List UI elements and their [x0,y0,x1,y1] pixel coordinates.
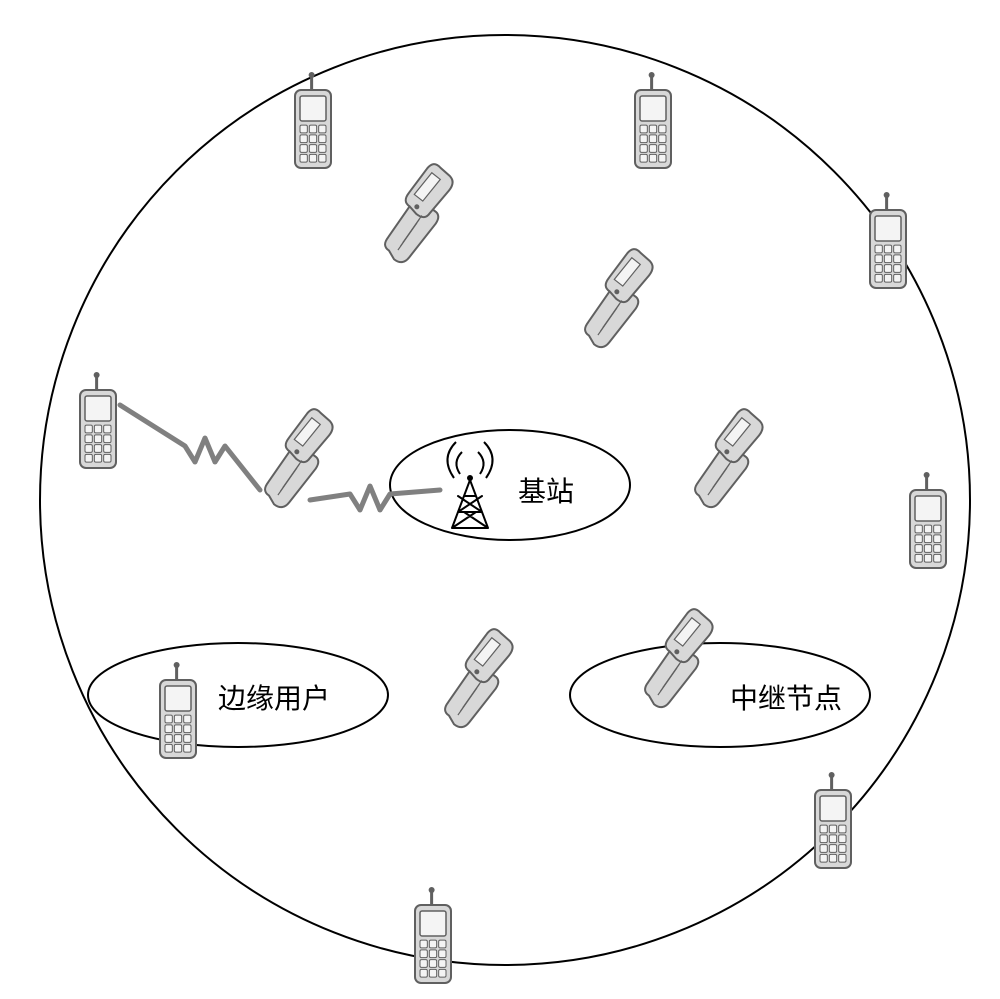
relay-node-label: 中继节点 [730,677,842,717]
relay-node-phone-icon [561,244,675,351]
relay-node-phone-icon [621,604,735,711]
base-station-label: 基站 [518,470,574,510]
edge-user-phone-icon [910,472,946,568]
edge-user-phone-icon [870,192,906,288]
edge-user-phone-icon [295,72,331,168]
edge-user-label: 边缘用户 [218,677,330,717]
relay-node-phone-icon [421,624,535,731]
wireless-link-1 [310,486,440,510]
wireless-link-0 [120,405,260,490]
relay-node-phone-icon [361,159,475,266]
edge-user-phone-icon [415,887,451,983]
edge-user-phone-icon [80,372,116,468]
base-station-tower-icon [447,442,492,528]
base-station-ellipse [390,430,630,540]
edge-user-phone-icon [160,662,196,758]
relay-node-phone-icon [671,404,785,511]
diagram-canvas [0,0,1000,999]
edge-user-phone-icon [635,72,671,168]
edge-user-phone-icon [815,772,851,868]
